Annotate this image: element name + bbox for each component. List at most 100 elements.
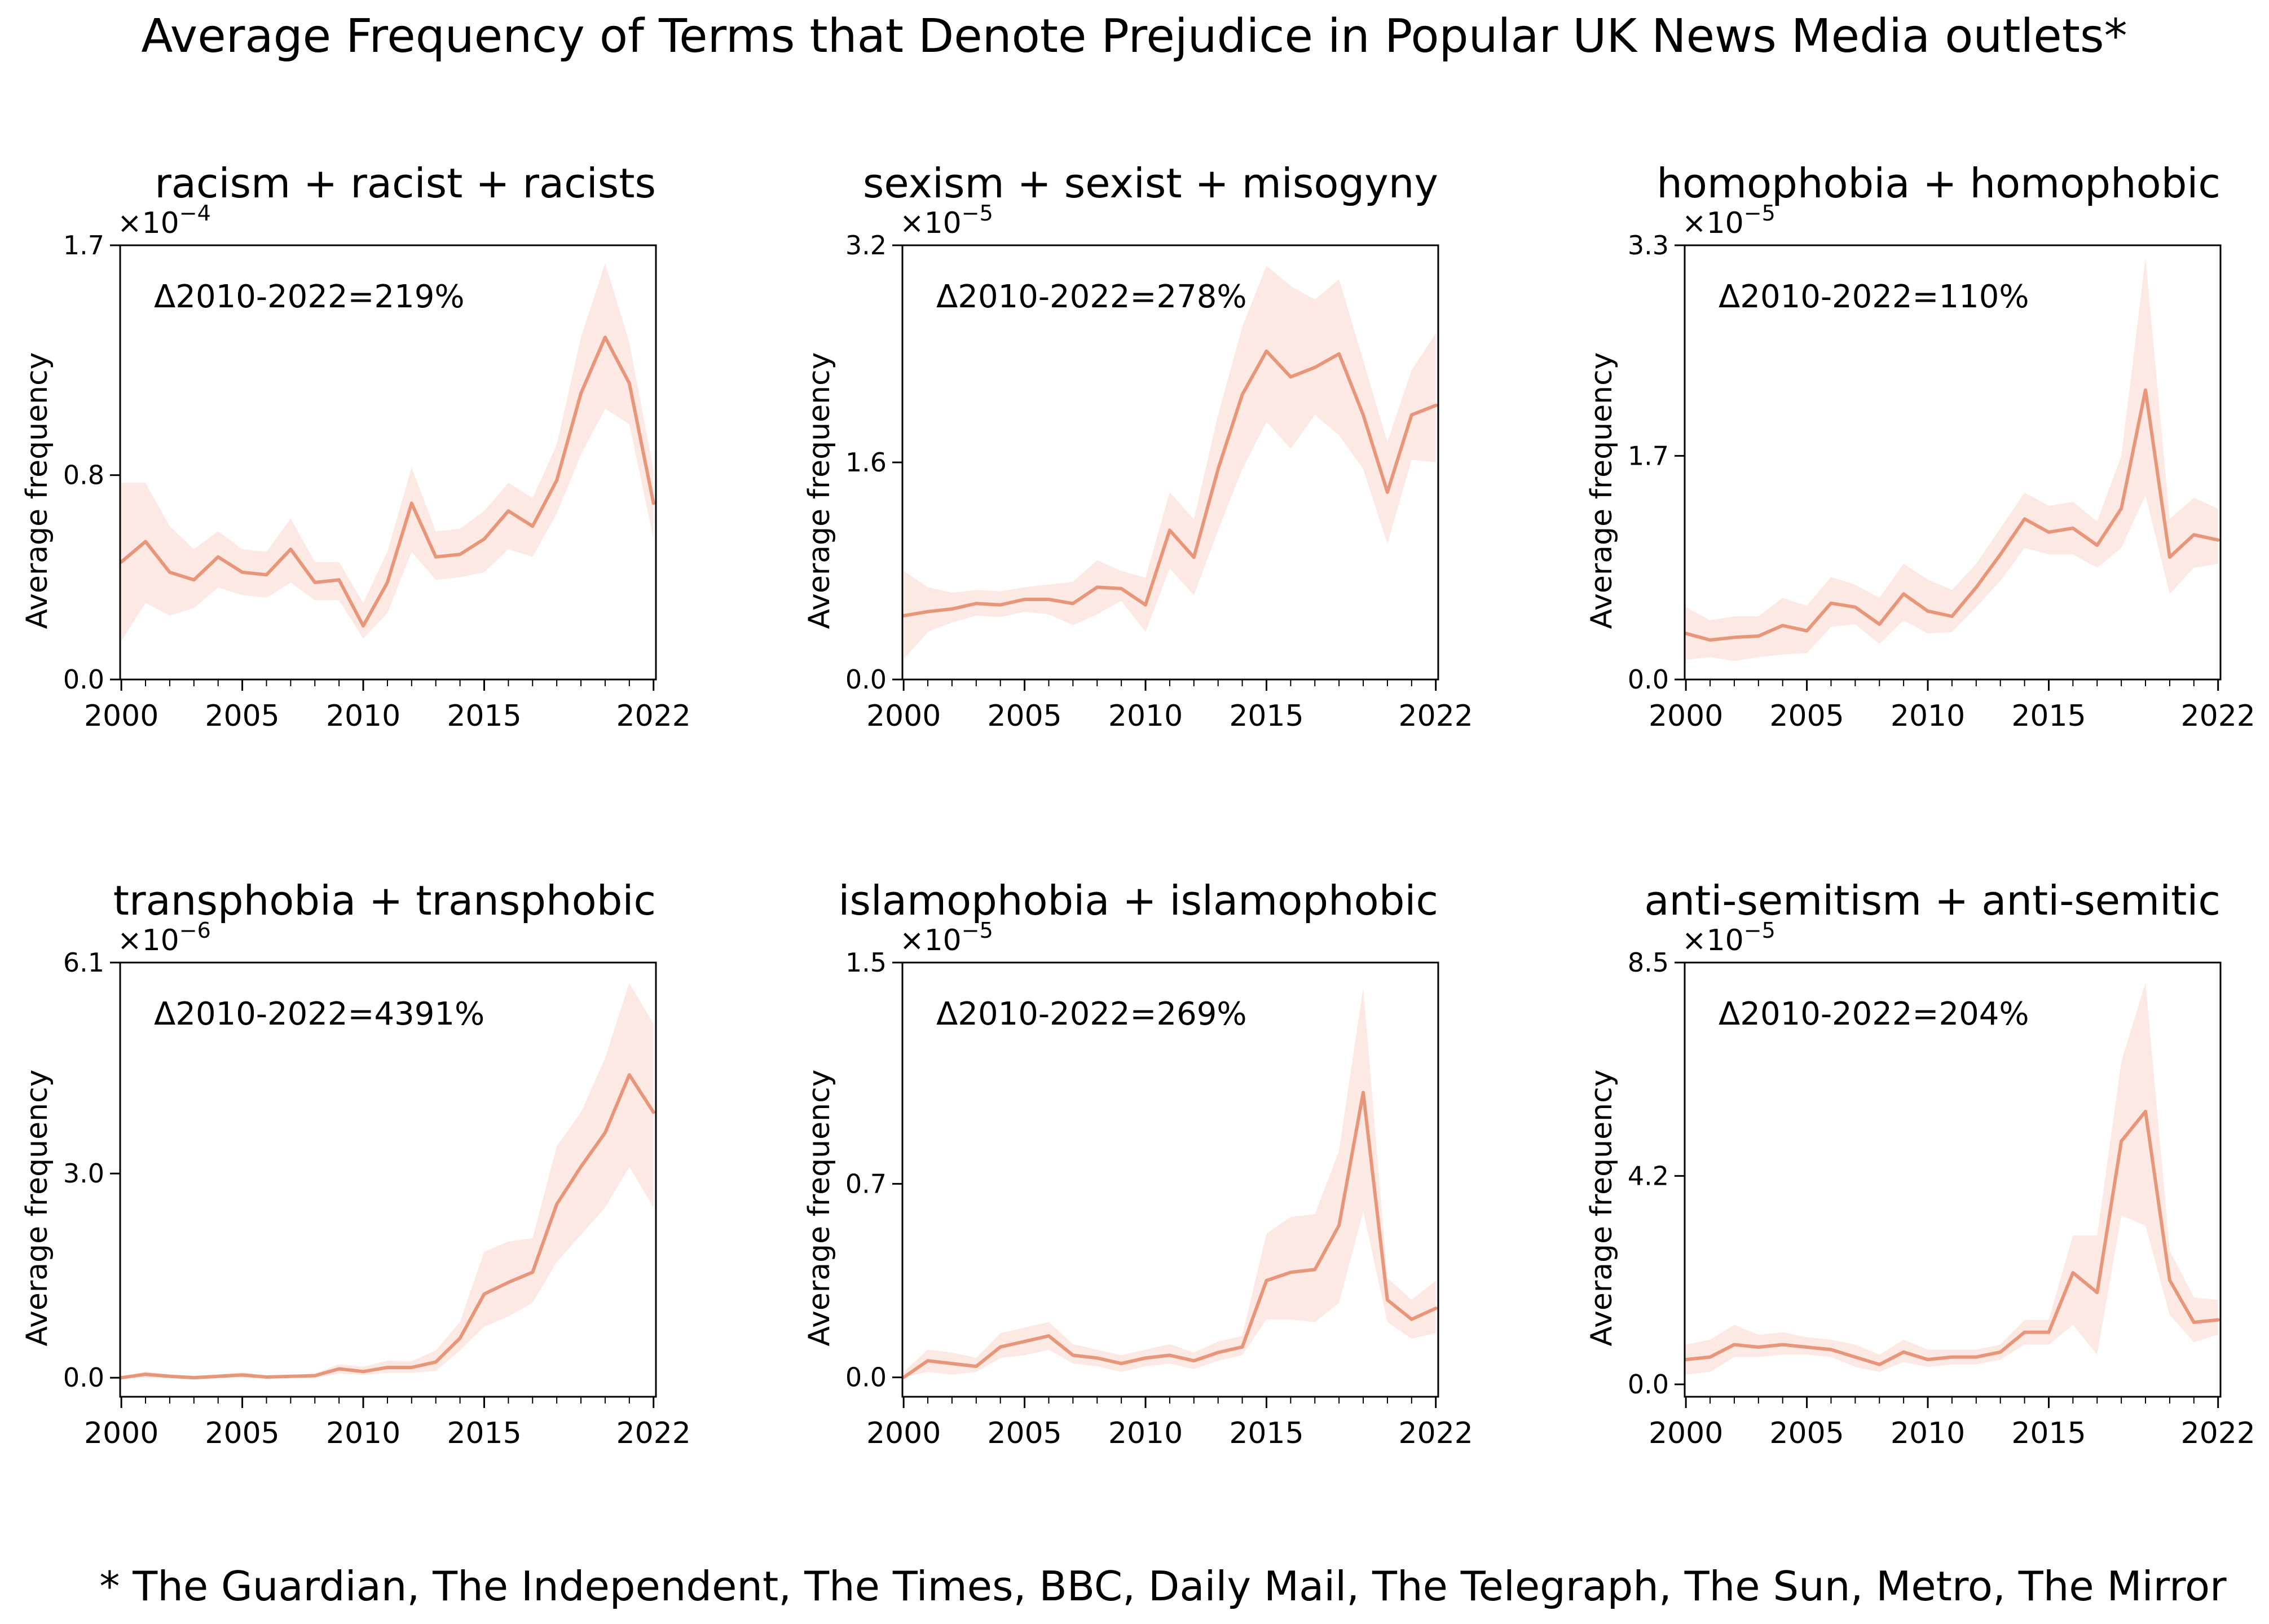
subplot-title: racism + racist + racists — [155, 160, 656, 207]
change-annotation: Δ2010-2022=4391% — [154, 996, 484, 1032]
data-point — [1288, 374, 1293, 379]
subplot-title: sexism + sexist + misogyny — [863, 160, 1438, 207]
data-point — [1240, 1345, 1245, 1349]
data-point — [1708, 638, 1712, 642]
data-point — [1974, 585, 1979, 590]
x-tick-label: 2010 — [1891, 699, 1965, 733]
data-point — [1781, 623, 1785, 628]
data-point — [337, 1367, 341, 1371]
data-point — [1756, 1345, 1761, 1349]
multiplier-exponent: −4 — [179, 201, 211, 226]
data-point — [2143, 388, 2148, 392]
confidence-band — [121, 263, 654, 642]
x-tick-label: 2015 — [2011, 1416, 2086, 1450]
data-point — [1192, 1358, 1196, 1363]
axes-frame — [1684, 244, 2222, 681]
y-tick-label: 3.2 — [845, 230, 887, 261]
data-point — [265, 572, 269, 577]
data-point — [926, 610, 930, 614]
data-point — [974, 601, 979, 606]
multiplier-base: ×10 — [1682, 206, 1744, 240]
subplot-title: islamophobia + islamophobic — [838, 877, 1438, 924]
multiplier-exponent: −5 — [1744, 201, 1775, 226]
y-tick-label: 1.6 — [845, 447, 887, 478]
data-point — [2095, 1290, 2099, 1295]
data-point — [337, 577, 341, 582]
x-tick-label: 2005 — [205, 699, 279, 733]
data-point — [458, 552, 462, 557]
x-tick-label: 2015 — [1229, 1416, 1303, 1450]
data-point — [1167, 1353, 1172, 1357]
axes-frame — [901, 961, 1439, 1398]
series-line — [1684, 388, 2220, 642]
series-line — [120, 336, 655, 628]
data-point — [926, 1358, 930, 1363]
data-point — [1385, 490, 1390, 495]
data-point — [312, 580, 317, 585]
data-point — [1240, 392, 1245, 397]
data-point — [240, 1373, 245, 1377]
data-point — [998, 1345, 1003, 1349]
x-tick-label: 2010 — [1891, 1416, 1965, 1450]
series-line — [1684, 1110, 2220, 1366]
y-tick-label: 0.0 — [1628, 664, 1669, 695]
data-point — [1732, 1343, 1737, 1347]
data-point — [1361, 413, 1365, 417]
y-scale-multiplier: ×10−6 — [117, 918, 211, 957]
x-tick-label: 2005 — [987, 1416, 1061, 1450]
subplot-title: homophobia + homophobic — [1656, 160, 2220, 207]
data-point — [1829, 601, 1834, 606]
y-axis-label: Average frequency — [803, 1070, 836, 1347]
data-point — [1047, 1334, 1051, 1338]
data-point — [240, 570, 245, 575]
data-point — [950, 1361, 954, 1366]
data-point — [1312, 365, 1317, 370]
data-point — [1805, 1345, 1809, 1349]
footnote: * The Guardian, The Independent, The Tim… — [99, 1563, 2227, 1610]
data-point — [482, 537, 487, 541]
data-point — [361, 1369, 365, 1374]
y-tick-label: 0.0 — [1628, 1369, 1669, 1400]
data-point — [506, 1280, 510, 1285]
y-scale-multiplier: ×10−5 — [1682, 918, 1775, 957]
data-point — [1829, 1347, 1834, 1352]
data-point — [2047, 530, 2051, 535]
data-point — [1337, 1223, 1341, 1228]
data-point — [1781, 1343, 1785, 1347]
data-point — [530, 1270, 535, 1274]
data-point — [554, 1202, 559, 1206]
data-point — [1167, 528, 1172, 532]
data-point — [1409, 1317, 1414, 1322]
x-tick-label: 2000 — [866, 1416, 941, 1450]
data-point — [1853, 605, 1857, 610]
data-point — [1216, 1351, 1221, 1355]
y-axis-label: Average frequency — [20, 1070, 54, 1347]
x-tick-label: 2010 — [326, 1416, 400, 1450]
data-point — [216, 1374, 221, 1379]
y-tick-label: 4.2 — [1628, 1160, 1669, 1191]
data-point — [2192, 1320, 2196, 1325]
data-point — [1409, 413, 1414, 417]
multiplier-base: ×10 — [117, 206, 179, 240]
data-point — [2167, 555, 2172, 559]
data-point — [1926, 1357, 1930, 1362]
x-tick-label: 2015 — [447, 1416, 521, 1450]
data-point — [1070, 1353, 1075, 1357]
data-point — [627, 381, 632, 386]
data-point — [2070, 526, 2075, 531]
y-axis-label: Average frequency — [803, 352, 836, 629]
data-point — [1070, 601, 1075, 606]
multiplier-base: ×10 — [117, 924, 179, 957]
data-point — [1877, 622, 1882, 626]
data-point — [950, 607, 954, 611]
data-point — [1192, 555, 1196, 559]
confidence-band — [904, 987, 1436, 1378]
confidence-band — [1686, 258, 2218, 661]
data-point — [1265, 1278, 1269, 1283]
change-annotation: Δ2010-2022=278% — [936, 279, 1247, 315]
axes-frame — [119, 244, 657, 681]
data-point — [2023, 517, 2027, 521]
data-point — [192, 1375, 196, 1380]
panels: 2000 2005 2010 2015 20220.00.81.7×10−4Averag… — [20, 160, 2255, 1450]
y-tick-label: 0.0 — [63, 1362, 104, 1393]
